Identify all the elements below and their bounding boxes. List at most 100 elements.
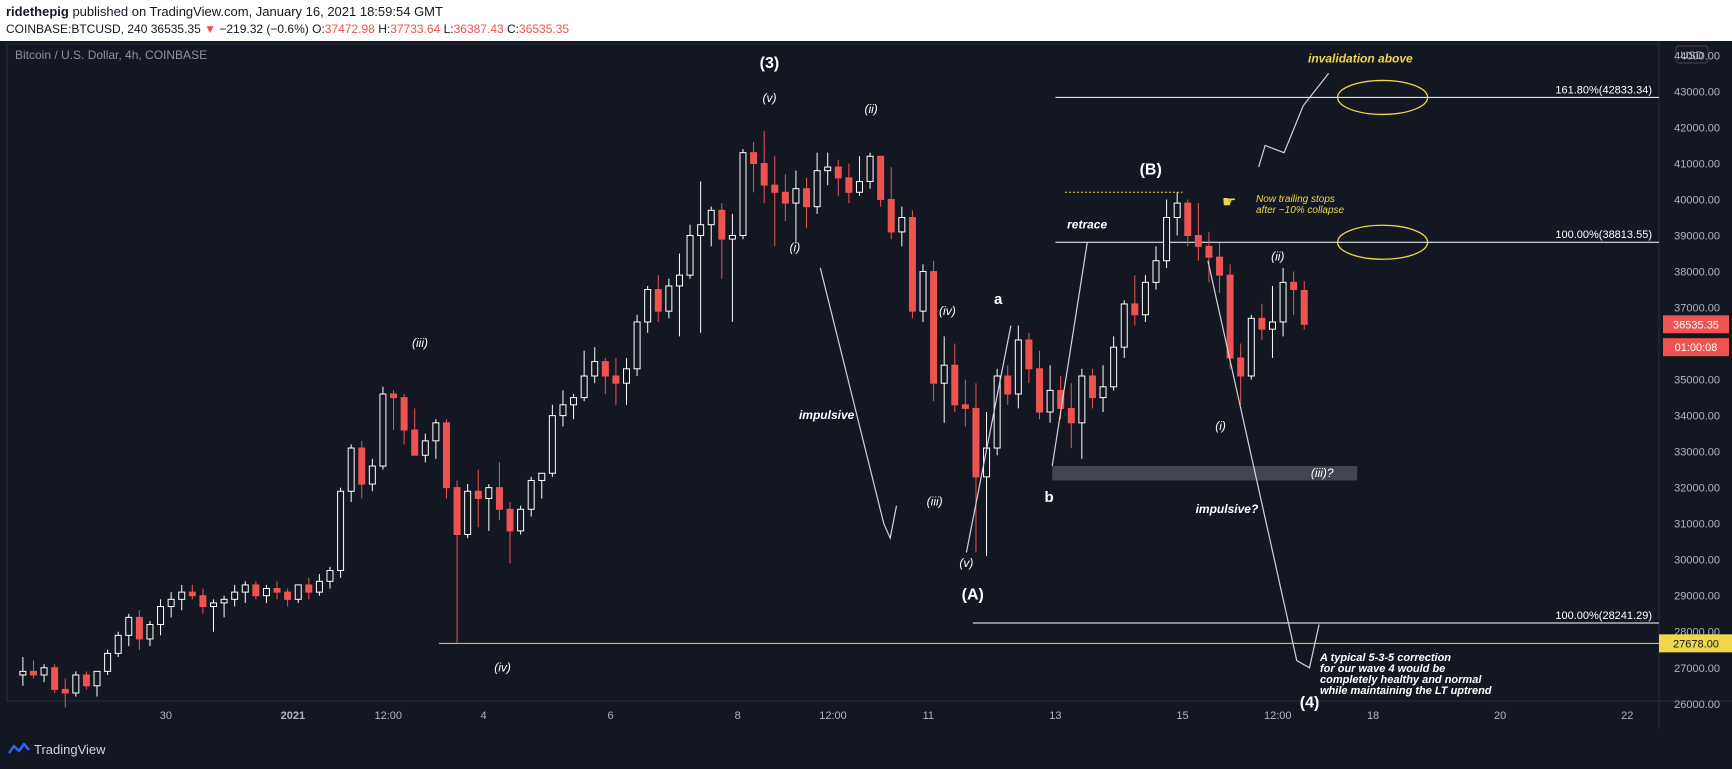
- currency-label: USD: [1680, 50, 1703, 62]
- wave-label: invalidation above: [1308, 52, 1413, 66]
- candle-down: [1205, 245, 1213, 258]
- wave-label: (ii): [1271, 250, 1284, 264]
- candle-up: [1046, 389, 1054, 413]
- candle-up: [1247, 317, 1255, 377]
- tradingview-logo-icon[interactable]: [8, 741, 30, 757]
- candle-down: [442, 422, 450, 489]
- candle-down: [1300, 290, 1308, 325]
- candle-up: [241, 584, 249, 593]
- price-badge: [1663, 315, 1729, 334]
- trailing-note-line: Now trailing stops: [1256, 194, 1335, 205]
- wave-label: (B): [1140, 161, 1162, 178]
- time-tick: 13: [1049, 710, 1061, 722]
- candle-down: [951, 364, 959, 406]
- price-tick: 27000.00: [1674, 663, 1720, 675]
- time-axis[interactable]: 30 2021 12:00 4 6 8 12:00 11 13 15 12:00 18 20 22: [160, 710, 1634, 722]
- price-tick: 39000.00: [1674, 231, 1720, 243]
- symbol-quote-line: COINBASE:BTCUSD, 240 36535.35 ▼ −219.32 …: [6, 22, 569, 36]
- symbol-info: COINBASE:BTCUSD, 240: [6, 22, 148, 36]
- shaded-zone: [1052, 466, 1358, 481]
- candle-up: [368, 465, 376, 485]
- candle-up: [866, 155, 874, 182]
- candle-down: [718, 209, 726, 240]
- time-tick: 30: [160, 710, 172, 722]
- candle-down: [1025, 339, 1033, 370]
- candle-down: [845, 177, 853, 193]
- candle-up: [633, 321, 641, 370]
- candle-down: [400, 397, 408, 431]
- candle-up: [1120, 303, 1128, 348]
- price-tick: 44000.00: [1674, 50, 1720, 62]
- chart-area[interactable]: Bitcoin / U.S. Dollar, 4h, COINBASE USD …: [0, 41, 1732, 729]
- candle-up: [697, 224, 705, 237]
- time-tick: 22: [1621, 710, 1633, 722]
- candle-up: [559, 404, 567, 417]
- candle-down: [930, 271, 938, 384]
- price-axis[interactable]: 26000.0027000.0028000.0029000.0030000.00…: [1555, 50, 1732, 711]
- price-tick: 41000.00: [1674, 158, 1720, 170]
- publisher-username[interactable]: ridethepig: [6, 4, 69, 19]
- candle-down: [972, 407, 980, 478]
- candle-down: [908, 217, 916, 312]
- candle-up: [1173, 202, 1181, 219]
- wave-line-3: [1207, 260, 1320, 669]
- price-chart[interactable]: Bitcoin / U.S. Dollar, 4h, COINBASE USD …: [0, 41, 1732, 729]
- highlight-ellipse-0: [1336, 79, 1429, 116]
- candle-up: [157, 606, 165, 626]
- wave-label: (iv): [494, 660, 511, 674]
- candle-down: [199, 595, 207, 608]
- candle-up: [570, 397, 578, 406]
- candle-down: [1088, 375, 1096, 399]
- target-zone: [1052, 466, 1358, 481]
- fib-lines: [439, 96, 1659, 644]
- level-label: 161.80%(42833.34): [1555, 84, 1652, 96]
- candle-down: [51, 667, 59, 690]
- plot-background: [0, 41, 1732, 729]
- price-tick: 31000.00: [1674, 519, 1720, 531]
- correction-note-line: for our wave 4 would be: [1320, 663, 1445, 675]
- level-badge-label: 27678.00: [1673, 638, 1719, 650]
- high-value: 37733.64: [390, 22, 441, 36]
- candle-up: [644, 289, 652, 323]
- candle-down: [1226, 274, 1234, 359]
- brand-name: TradingView: [34, 742, 106, 757]
- candle-up: [178, 591, 186, 600]
- candle-up: [580, 375, 588, 399]
- price-badge-label: 36535.35: [1673, 319, 1719, 331]
- candle-up: [1110, 346, 1118, 388]
- candle-up: [421, 440, 429, 456]
- candle-up: [548, 415, 556, 474]
- candle-up: [104, 652, 112, 672]
- wave-label: (iii): [927, 495, 943, 509]
- wave-label: (iv): [939, 304, 956, 318]
- publisher-line: ridethepig published on TradingView.com,…: [6, 4, 443, 19]
- candle-up: [326, 570, 334, 582]
- wave-label: (3): [760, 55, 780, 72]
- candle-down: [654, 289, 662, 312]
- candle-up: [93, 670, 101, 687]
- wave-line-2: [1051, 242, 1088, 467]
- close-value: 36535.35: [519, 22, 570, 36]
- candle-down: [1036, 368, 1043, 413]
- candle-up: [1268, 321, 1276, 330]
- candle-down: [887, 198, 895, 233]
- candle-up: [146, 624, 154, 640]
- close-label: C:: [507, 22, 520, 36]
- candle-down: [305, 584, 313, 593]
- candle-up: [665, 285, 673, 312]
- open-value: 37472.98: [324, 22, 375, 36]
- time-tick: 2021: [281, 710, 305, 722]
- price-tick: 43000.00: [1674, 86, 1720, 98]
- wave-line-1: [965, 325, 1012, 553]
- currency-badge[interactable]: [1675, 45, 1709, 64]
- last-price: 36535.35: [150, 22, 201, 36]
- candle-up: [72, 674, 80, 694]
- candle-up: [707, 209, 715, 226]
- candle-up: [40, 667, 48, 676]
- candle-up: [824, 166, 832, 172]
- candle-down: [252, 584, 260, 597]
- candle-up: [1152, 260, 1160, 283]
- candle-down: [1194, 235, 1202, 247]
- wave-label: (iii)?: [1311, 466, 1334, 480]
- level-label: 100.00%(28241.29): [1555, 610, 1652, 622]
